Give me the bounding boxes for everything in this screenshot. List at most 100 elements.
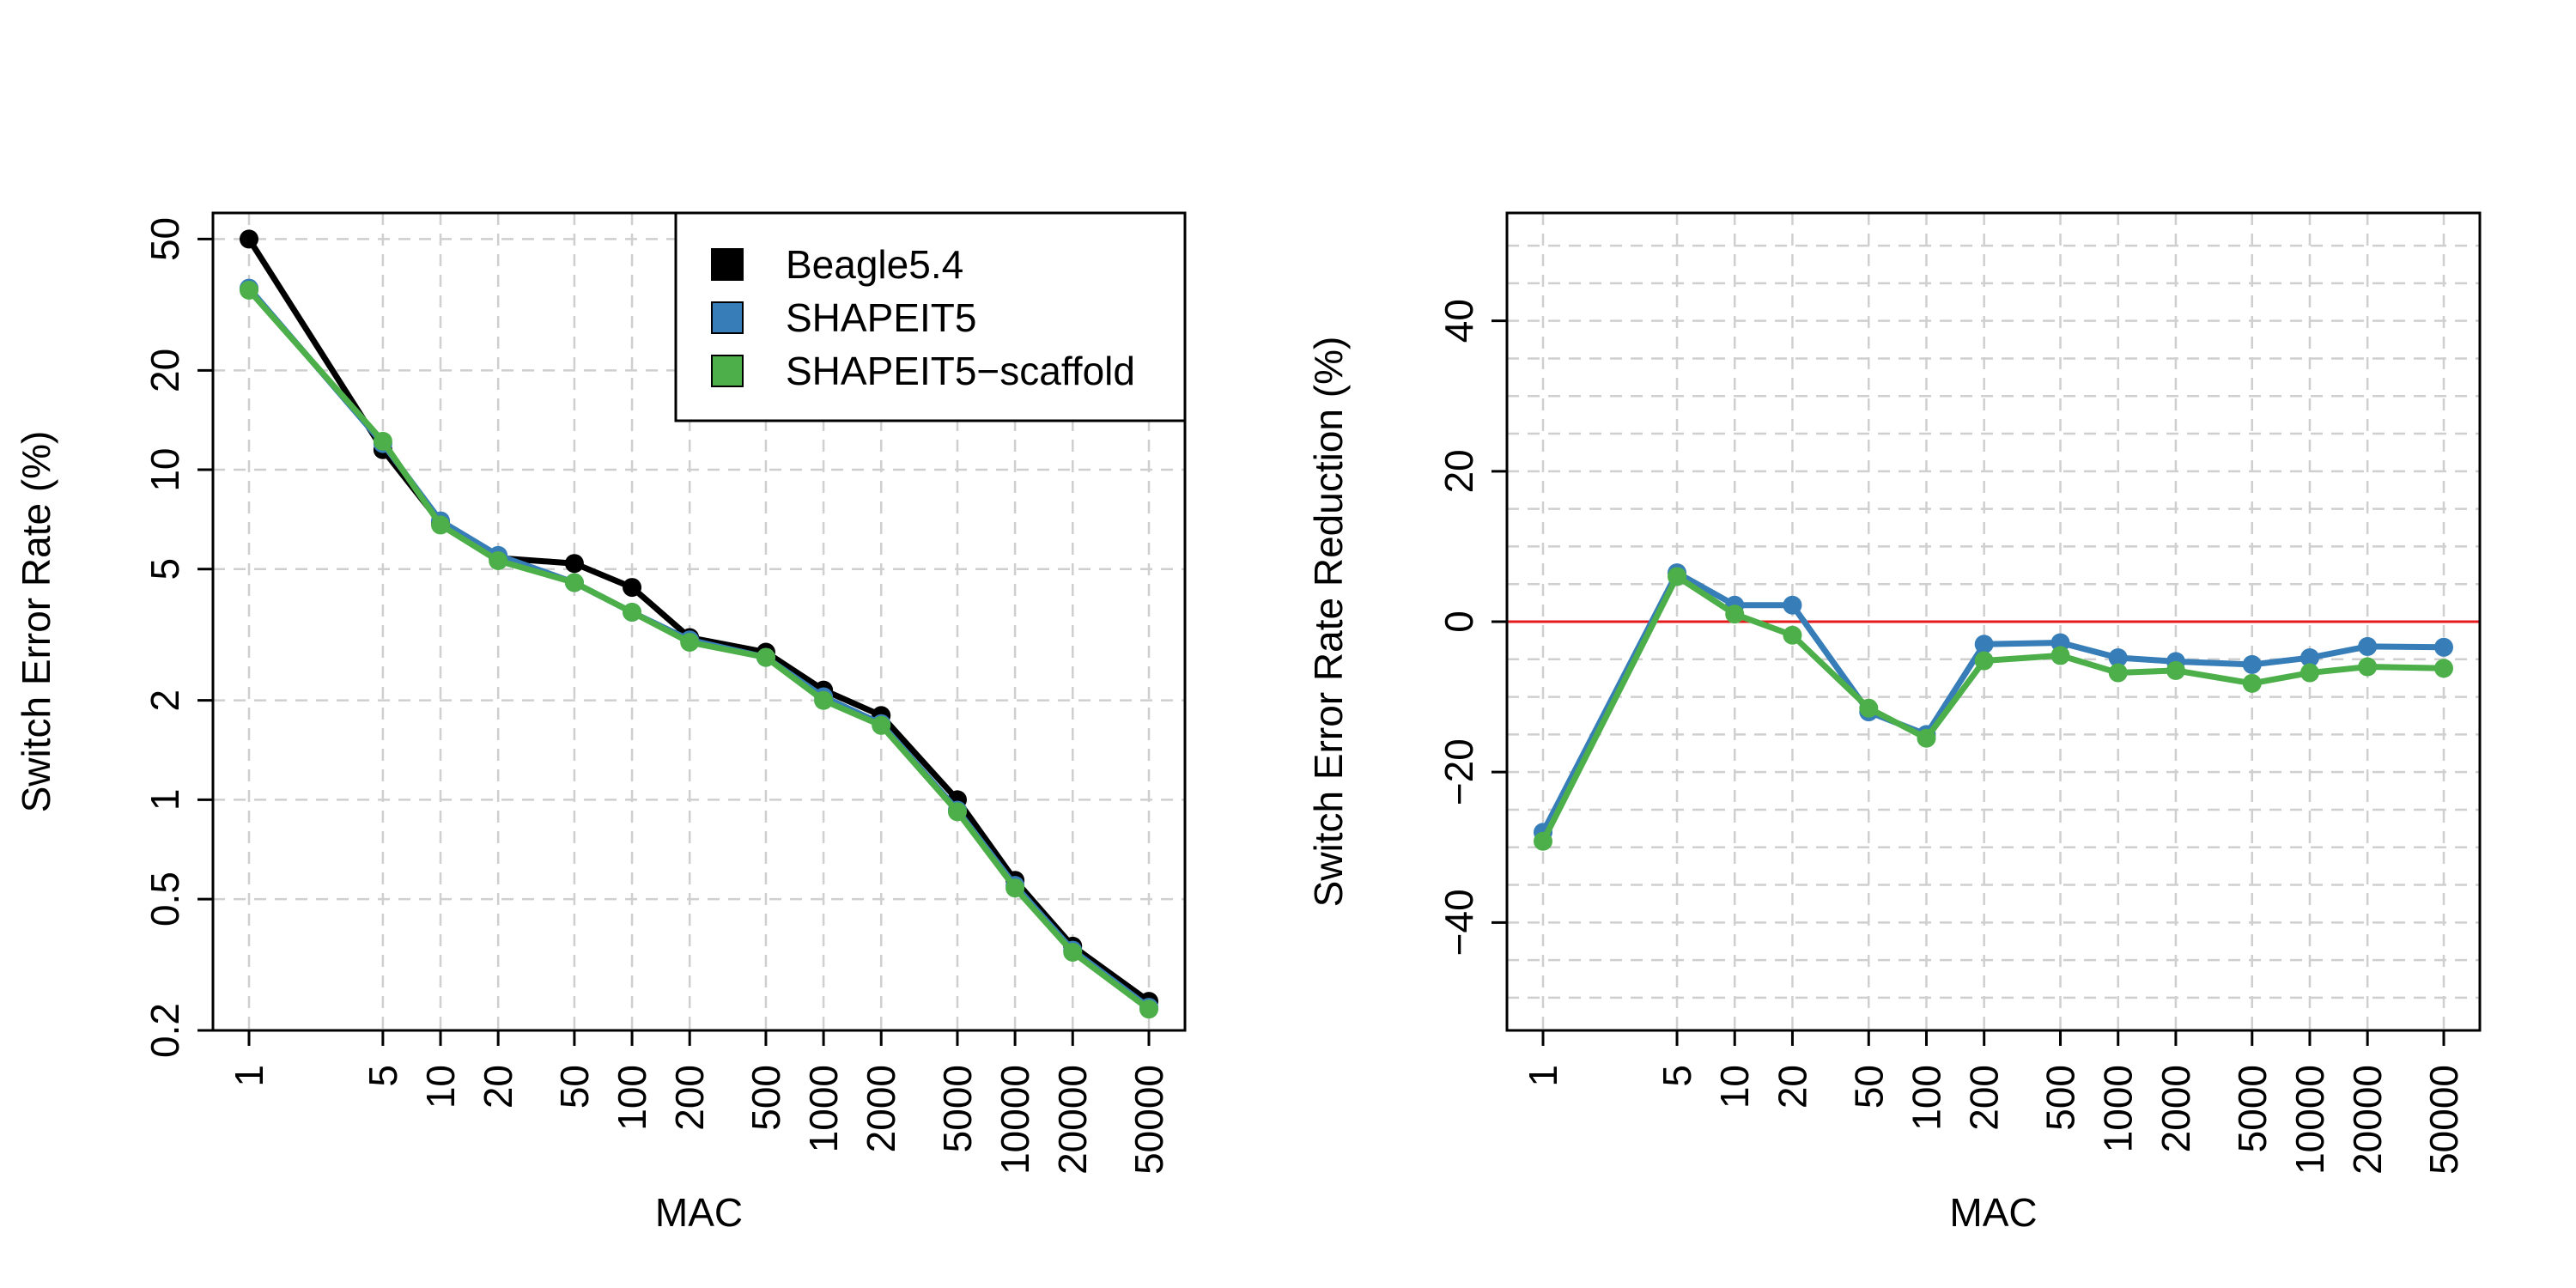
data-point <box>240 280 258 300</box>
data-point <box>1783 595 1802 615</box>
right-y-axis-label: Switch Error Rate Reduction (%) <box>1306 337 1351 908</box>
x-tick-label: 10 <box>418 1065 463 1109</box>
x-tick-label: 100 <box>610 1065 654 1131</box>
legend-swatch <box>711 301 744 334</box>
data-point <box>623 603 642 623</box>
data-point <box>814 690 834 710</box>
x-tick-label: 20 <box>476 1065 520 1109</box>
legend: Beagle5.4 SHAPEIT5 SHAPEIT5−scaffold <box>674 211 1187 422</box>
x-tick-label: 50000 <box>1127 1065 1171 1175</box>
x-tick-label: 1000 <box>2096 1065 2141 1152</box>
x-tick-label: 20000 <box>1050 1065 1095 1175</box>
data-point <box>2358 636 2378 656</box>
y-tick-label: 20 <box>1437 449 1481 493</box>
legend-item: Beagle5.4 <box>711 242 963 287</box>
x-tick-label: 10000 <box>2287 1065 2332 1175</box>
x-tick-label: 5000 <box>2230 1065 2275 1152</box>
data-point <box>2108 648 2128 668</box>
data-point <box>872 715 891 735</box>
x-tick-label: 500 <box>744 1065 788 1131</box>
data-point <box>2434 659 2453 678</box>
legend-label: SHAPEIT5 <box>786 295 976 340</box>
x-tick-label: 1000 <box>801 1065 846 1152</box>
y-tick-label: 50 <box>143 217 187 261</box>
y-tick-label: −20 <box>1437 738 1481 805</box>
data-point <box>1974 651 1994 671</box>
right-plot-frame <box>1505 211 2482 1032</box>
legend-item: SHAPEIT5−scaffold <box>711 349 1135 393</box>
data-point <box>240 229 258 249</box>
x-tick-label: 1 <box>1521 1065 1565 1087</box>
x-tick-label: 2000 <box>859 1065 903 1152</box>
x-tick-label: 20000 <box>2345 1065 2390 1175</box>
data-point <box>1534 831 1552 851</box>
y-tick-label: 10 <box>143 447 187 491</box>
data-point <box>1725 605 1745 624</box>
data-point <box>2358 657 2378 677</box>
data-point <box>2300 663 2319 683</box>
switch-error-rate-reduction-chart: 1 5 10 20 50 100 200 500 1000 2000 5000 10000 20000 5… <box>1306 211 2482 1235</box>
data-point <box>623 578 642 598</box>
data-point <box>2166 660 2185 680</box>
data-point <box>1668 567 1687 586</box>
data-point <box>947 802 967 822</box>
series-line <box>246 288 1151 1012</box>
data-point <box>2242 654 2262 674</box>
data-point <box>564 554 584 574</box>
data-point <box>1139 999 1158 1019</box>
data-point <box>756 647 775 667</box>
right-grid <box>1507 213 2480 1030</box>
legend-label: SHAPEIT5−scaffold <box>786 349 1135 393</box>
x-tick-label: 50 <box>552 1065 597 1109</box>
x-tick-label: 500 <box>2038 1065 2083 1131</box>
legend-label: Beagle5.4 <box>786 242 963 287</box>
data-point <box>1063 942 1083 962</box>
data-point <box>1783 625 1802 645</box>
y-tick-label: 5 <box>143 558 187 580</box>
data-point <box>1005 878 1025 898</box>
series-line <box>1540 569 2445 834</box>
x-tick-label: 5 <box>361 1065 405 1087</box>
data-point <box>2434 637 2453 657</box>
x-tick-label: 10 <box>1712 1065 1757 1109</box>
y-tick-label: 0 <box>1437 611 1481 633</box>
data-point <box>680 633 700 653</box>
right-x-axis-label: MAC <box>1949 1190 2037 1235</box>
y-tick-label: 40 <box>1437 299 1481 343</box>
x-tick-label: 1 <box>227 1065 271 1087</box>
x-tick-label: 5000 <box>935 1065 980 1152</box>
data-point <box>2108 663 2128 683</box>
data-point <box>2242 673 2262 693</box>
y-tick-label: 1 <box>143 789 187 811</box>
data-point <box>1917 728 1936 748</box>
y-tick-label: 20 <box>143 349 187 392</box>
x-tick-label: 10000 <box>993 1065 1037 1175</box>
data-point <box>431 515 451 535</box>
x-tick-label: 5 <box>1655 1065 1699 1087</box>
left-x-axis-label: MAC <box>655 1190 743 1235</box>
left-y-axis-label: Switch Error Rate (%) <box>14 431 58 813</box>
x-tick-label: 100 <box>1904 1065 1948 1131</box>
x-tick-label: 2000 <box>2154 1065 2198 1152</box>
series-shapeit5 <box>1534 563 2453 842</box>
x-tick-label: 50000 <box>2421 1065 2466 1175</box>
x-tick-label: 200 <box>1962 1065 2007 1131</box>
data-point <box>2300 648 2319 668</box>
series-shapeit5-scaffold <box>240 280 1158 1019</box>
y-tick-label: 0.5 <box>143 872 187 927</box>
data-point <box>489 551 508 571</box>
x-tick-label: 50 <box>1846 1065 1891 1109</box>
right-series <box>1534 563 2453 851</box>
data-point <box>373 431 392 451</box>
data-point <box>564 573 584 592</box>
data-point <box>2050 646 2070 665</box>
legend-box <box>674 211 1187 422</box>
series-line <box>1540 573 2445 843</box>
legend-swatch <box>711 355 744 387</box>
data-point <box>1859 698 1879 718</box>
x-tick-label: 20 <box>1770 1065 1814 1109</box>
switch-error-rate-chart: 1 5 10 20 50 100 200 500 1000 2000 5000 10000 20000 5… <box>14 211 1187 1235</box>
x-tick-label: 200 <box>667 1065 712 1131</box>
y-tick-label: 0.2 <box>143 1003 187 1058</box>
